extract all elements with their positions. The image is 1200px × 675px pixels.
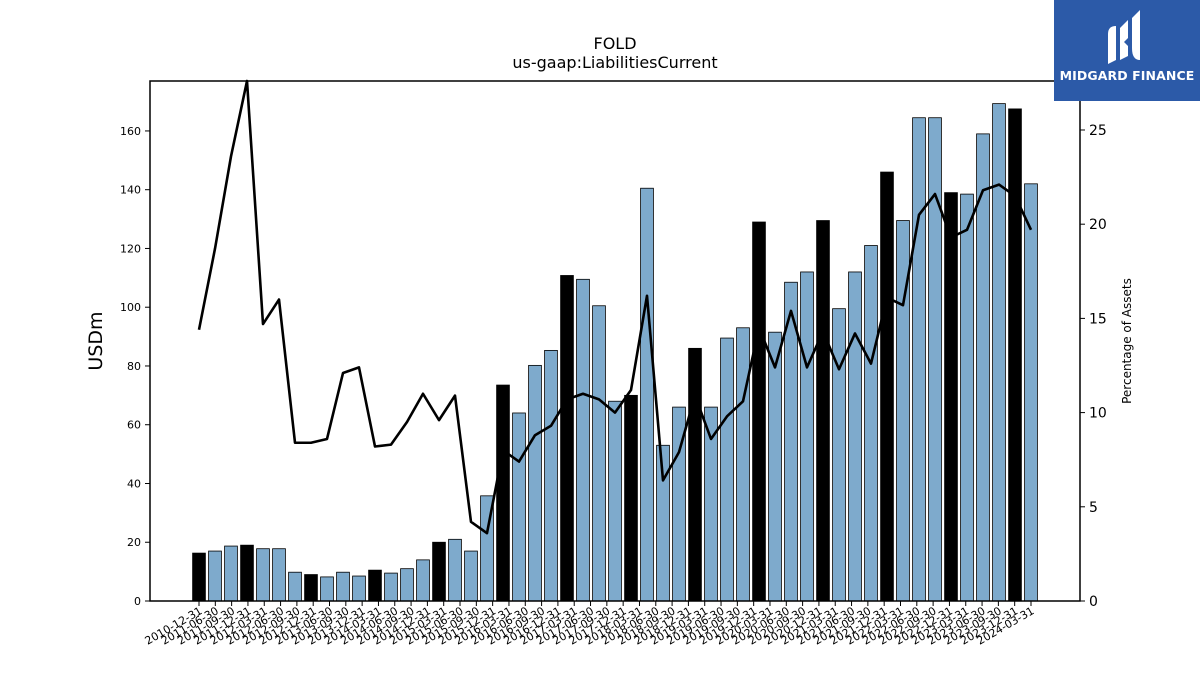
bar	[512, 412, 526, 602]
y-tick-label: 80	[127, 360, 141, 373]
bar	[608, 400, 622, 602]
bar	[832, 308, 846, 602]
line-series	[197, 79, 1033, 535]
bar	[720, 337, 734, 602]
percentage-line	[197, 79, 1033, 535]
bar	[240, 544, 254, 602]
bar	[496, 384, 510, 602]
bar-series	[192, 103, 1038, 602]
bar	[816, 220, 830, 602]
bar	[288, 571, 302, 602]
bar	[352, 575, 366, 602]
right-axis: 0 5 10 15 20 25	[1080, 123, 1107, 610]
chart-title: FOLD	[593, 34, 636, 53]
bar	[432, 541, 446, 602]
chart-subtitle: us-gaap:LiabilitiesCurrent	[512, 53, 717, 72]
bar	[864, 245, 878, 602]
bar	[736, 327, 750, 602]
bar	[1008, 108, 1022, 602]
y2-tick-label: 5	[1089, 500, 1098, 516]
y2-tick-label: 25	[1089, 123, 1107, 139]
bar	[448, 538, 462, 602]
bar	[400, 568, 414, 602]
y-tick-label: 0	[134, 595, 141, 608]
x-axis: 2010-12-312011-06-302011-09-302011-12-31…	[143, 601, 1037, 648]
midgard-logo-icon	[1108, 10, 1140, 64]
bar	[368, 569, 382, 602]
bar	[384, 572, 398, 602]
y-tick-label: 20	[127, 536, 141, 549]
bar	[528, 364, 542, 602]
bar	[272, 548, 286, 602]
y-tick-label: 60	[127, 419, 141, 432]
y2-axis-label: Percentage of Assets	[1120, 278, 1134, 404]
bar	[800, 271, 814, 602]
bar	[640, 187, 654, 602]
bar	[320, 576, 334, 602]
y2-tick-label: 15	[1089, 311, 1107, 327]
y2-tick-label: 0	[1089, 594, 1098, 610]
bar	[992, 103, 1006, 602]
left-axis: 0 20 40 60 80 100 120 140 160	[120, 125, 150, 608]
bar	[544, 349, 558, 602]
bar	[752, 221, 766, 602]
bar	[928, 117, 942, 602]
bar	[416, 559, 430, 602]
y2-tick-label: 20	[1089, 217, 1107, 233]
bar	[944, 192, 958, 602]
bar	[960, 193, 974, 602]
bar	[464, 550, 478, 602]
bar	[576, 278, 590, 602]
logo-text: MIDGARD FINANCE	[1059, 68, 1195, 83]
y-tick-label: 40	[127, 477, 141, 490]
bar	[688, 347, 702, 602]
bar	[256, 548, 270, 602]
plot-frame	[149, 80, 1081, 602]
bar	[560, 275, 574, 602]
bar	[336, 571, 350, 602]
bar	[848, 271, 862, 602]
bar	[592, 305, 606, 602]
y-tick-label: 100	[120, 301, 141, 314]
bar	[624, 394, 638, 602]
y-tick-label: 140	[120, 184, 141, 197]
y-tick-label: 120	[120, 242, 141, 255]
bar	[192, 552, 206, 602]
bar	[224, 545, 238, 602]
bar	[912, 117, 926, 602]
y-tick-label: 160	[120, 125, 141, 138]
y-axis-label: USDm	[85, 311, 107, 370]
bar	[208, 550, 222, 602]
bar	[768, 331, 782, 602]
bar	[304, 574, 318, 602]
y2-tick-label: 10	[1089, 406, 1107, 422]
brand-logo: MIDGARD FINANCE	[1054, 0, 1200, 101]
bar	[1024, 183, 1038, 602]
bar	[880, 171, 894, 602]
